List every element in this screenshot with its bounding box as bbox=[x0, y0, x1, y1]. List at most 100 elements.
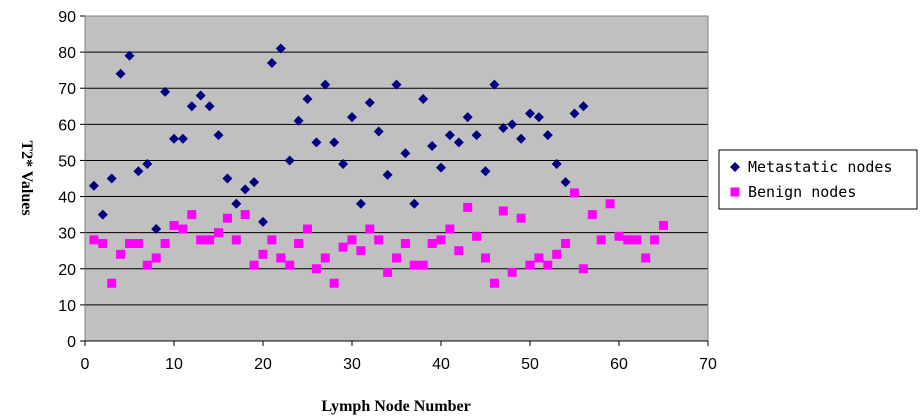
benign-point bbox=[142, 260, 152, 270]
metastatic-point bbox=[222, 173, 233, 184]
metastatic-point bbox=[88, 180, 99, 191]
metastatic-point bbox=[436, 162, 446, 173]
x-tick-label: 0 bbox=[81, 356, 90, 373]
metastatic-point bbox=[569, 108, 580, 119]
benign-point bbox=[329, 278, 339, 288]
y-tick-label: 60 bbox=[58, 117, 76, 134]
benign-point bbox=[409, 260, 419, 270]
metastatic-point bbox=[489, 79, 500, 90]
metastatic-point bbox=[391, 79, 402, 90]
benign-point bbox=[489, 278, 499, 288]
data-markers bbox=[88, 43, 668, 288]
metastatic-point bbox=[97, 209, 108, 220]
metastatic-point bbox=[258, 216, 268, 227]
benign-point bbox=[650, 235, 660, 245]
benign-point bbox=[258, 249, 268, 259]
metastatic-point bbox=[347, 112, 357, 123]
benign-point bbox=[383, 267, 393, 277]
benign-point bbox=[133, 239, 143, 248]
benign-point bbox=[543, 260, 553, 270]
benign-point bbox=[498, 206, 508, 216]
benign-point bbox=[472, 231, 482, 241]
y-tick-label: 80 bbox=[58, 45, 76, 62]
benign-point bbox=[632, 235, 642, 245]
benign-point bbox=[214, 228, 223, 238]
benign-point bbox=[436, 235, 446, 245]
metastatic-point bbox=[560, 177, 571, 188]
benign-point bbox=[507, 267, 517, 277]
metastatic-point bbox=[373, 126, 384, 137]
benign-point bbox=[659, 220, 668, 230]
benign-point bbox=[98, 239, 108, 248]
benign-point bbox=[587, 210, 597, 220]
metastatic-point bbox=[338, 159, 349, 170]
metastatic-point bbox=[382, 169, 393, 180]
benign-point bbox=[285, 260, 295, 270]
metastatic-point bbox=[355, 198, 366, 209]
legend-marker bbox=[730, 187, 740, 197]
metastatic-point bbox=[266, 57, 277, 68]
metastatic-point bbox=[320, 79, 331, 90]
metastatic-point bbox=[302, 94, 313, 105]
benign-point bbox=[392, 253, 401, 263]
metastatic-point bbox=[169, 133, 179, 144]
benign-point bbox=[534, 253, 544, 263]
legend-box bbox=[718, 149, 918, 210]
benign-point bbox=[347, 235, 357, 245]
y-tick-label: 40 bbox=[58, 190, 76, 207]
metastatic-point bbox=[195, 90, 206, 101]
y-tick-label: 0 bbox=[67, 334, 76, 351]
series-metastatic bbox=[88, 43, 589, 235]
benign-point bbox=[356, 246, 366, 256]
legend-items: Metastatic nodes Benign nodes bbox=[730, 158, 893, 201]
benign-point bbox=[107, 278, 117, 288]
metastatic-point bbox=[471, 130, 482, 141]
metastatic-point bbox=[311, 137, 322, 148]
benign-point bbox=[374, 235, 384, 245]
benign-point bbox=[561, 239, 571, 248]
metastatic-point bbox=[160, 86, 171, 97]
metastatic-point bbox=[462, 112, 473, 123]
benign-point bbox=[525, 260, 535, 270]
legend-marker bbox=[730, 162, 740, 172]
y-tick-label: 10 bbox=[58, 298, 76, 315]
benign-point bbox=[641, 253, 651, 263]
metastatic-point bbox=[186, 101, 197, 112]
benign-point bbox=[125, 239, 134, 248]
benign-point bbox=[178, 224, 188, 234]
benign-point bbox=[596, 235, 606, 245]
x-tick-label: 30 bbox=[343, 356, 361, 373]
metastatic-point bbox=[525, 108, 535, 119]
metastatic-point bbox=[249, 177, 260, 188]
metastatic-point bbox=[578, 101, 589, 112]
y-axis-title: T2* Values bbox=[18, 140, 35, 215]
metastatic-point bbox=[115, 68, 126, 79]
metastatic-point bbox=[204, 101, 215, 112]
benign-point bbox=[570, 188, 579, 198]
y-tick-label: 20 bbox=[58, 262, 76, 279]
benign-point bbox=[205, 235, 215, 245]
benign-point bbox=[196, 235, 206, 245]
metastatic-point bbox=[480, 166, 491, 177]
x-axis-title: Lymph Node Number bbox=[321, 398, 470, 415]
metastatic-point bbox=[293, 115, 304, 126]
benign-point bbox=[169, 220, 179, 230]
x-tick-label: 60 bbox=[610, 356, 628, 373]
benign-point bbox=[311, 264, 321, 274]
benign-point bbox=[578, 264, 588, 274]
metastatic-point bbox=[177, 133, 188, 144]
benign-point bbox=[222, 213, 232, 223]
metastatic-point bbox=[516, 133, 527, 144]
benign-point bbox=[481, 253, 490, 263]
benign-point bbox=[365, 224, 375, 234]
metastatic-point bbox=[284, 155, 295, 166]
metastatic-point bbox=[551, 159, 562, 170]
x-tick-label: 50 bbox=[521, 356, 539, 373]
benign-point bbox=[116, 249, 126, 259]
metastatic-point bbox=[533, 112, 544, 123]
benign-point bbox=[623, 235, 633, 245]
grid-lines bbox=[85, 51, 708, 306]
benign-point bbox=[338, 242, 348, 252]
metastatic-point bbox=[418, 94, 429, 105]
